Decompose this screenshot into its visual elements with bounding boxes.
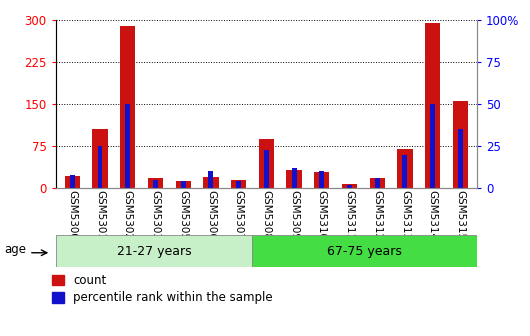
Bar bbox=[252, 235, 477, 267]
Bar bbox=[264, 150, 269, 188]
Text: 67-75 years: 67-75 years bbox=[327, 245, 402, 258]
Bar bbox=[402, 155, 408, 188]
Bar bbox=[175, 181, 191, 188]
Bar bbox=[208, 171, 214, 188]
Bar bbox=[369, 178, 385, 188]
Bar bbox=[56, 235, 252, 267]
Bar bbox=[125, 104, 130, 188]
Bar bbox=[314, 172, 329, 188]
Bar bbox=[458, 129, 463, 188]
Bar bbox=[148, 178, 163, 188]
Bar bbox=[292, 168, 297, 188]
Bar bbox=[286, 170, 302, 188]
Bar bbox=[120, 26, 135, 188]
Bar bbox=[65, 176, 80, 188]
Bar bbox=[231, 180, 246, 188]
Bar bbox=[453, 101, 468, 188]
Bar bbox=[430, 104, 435, 188]
Bar bbox=[181, 181, 186, 188]
Bar bbox=[98, 146, 102, 188]
Bar bbox=[204, 177, 218, 188]
Bar bbox=[259, 139, 274, 188]
Bar bbox=[347, 185, 352, 188]
Bar bbox=[425, 23, 440, 188]
Legend: count, percentile rank within the sample: count, percentile rank within the sample bbox=[51, 273, 274, 305]
Bar bbox=[342, 184, 357, 188]
Text: age: age bbox=[4, 243, 26, 256]
Text: 21-27 years: 21-27 years bbox=[117, 245, 191, 258]
Bar bbox=[70, 175, 75, 188]
Bar bbox=[375, 178, 379, 188]
Bar bbox=[153, 180, 158, 188]
Bar bbox=[398, 149, 412, 188]
Bar bbox=[92, 129, 108, 188]
Bar bbox=[236, 181, 241, 188]
Bar bbox=[319, 171, 324, 188]
